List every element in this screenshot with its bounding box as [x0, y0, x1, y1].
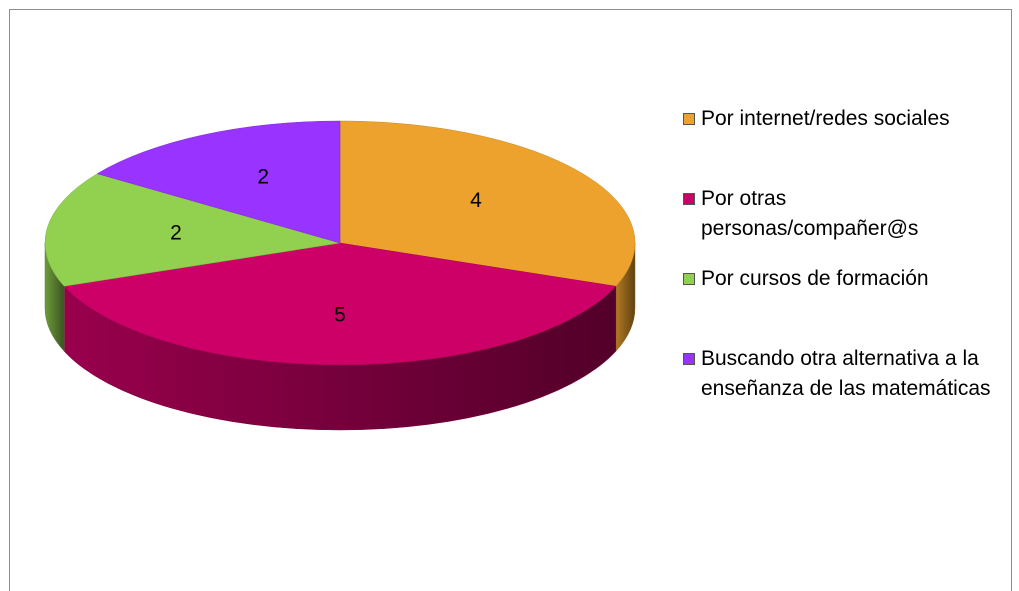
data-label: 4	[470, 189, 482, 212]
legend-label: Por cursos de formación	[701, 267, 929, 290]
legend-swatch	[683, 353, 695, 365]
slice	[63, 242, 617, 366]
slice	[44, 173, 341, 287]
legend: Por internet/redes sociales Por otras per…	[683, 104, 993, 404]
legend-item: Por otras personas/compañer@s	[683, 184, 993, 244]
legend-item: Buscando otra alternativa a la enseñanza…	[683, 344, 993, 404]
legend-item: Por cursos de formación	[683, 264, 993, 294]
chart-border	[9, 9, 1012, 591]
legend-swatch	[683, 113, 695, 125]
slice	[96, 120, 341, 244]
data-label: 2	[170, 222, 182, 245]
slice	[339, 120, 636, 287]
data-label: 2	[257, 166, 269, 189]
legend-label: Por internet/redes sociales	[701, 107, 950, 130]
legend-swatch	[683, 193, 695, 205]
data-label: 5	[334, 304, 346, 327]
legend-label: Buscando otra alternativa a la enseñanza…	[701, 347, 991, 400]
legend-item: Por internet/redes sociales	[683, 104, 993, 134]
legend-label: Por otras personas/compañer@s	[701, 187, 919, 240]
legend-swatch	[683, 273, 695, 285]
